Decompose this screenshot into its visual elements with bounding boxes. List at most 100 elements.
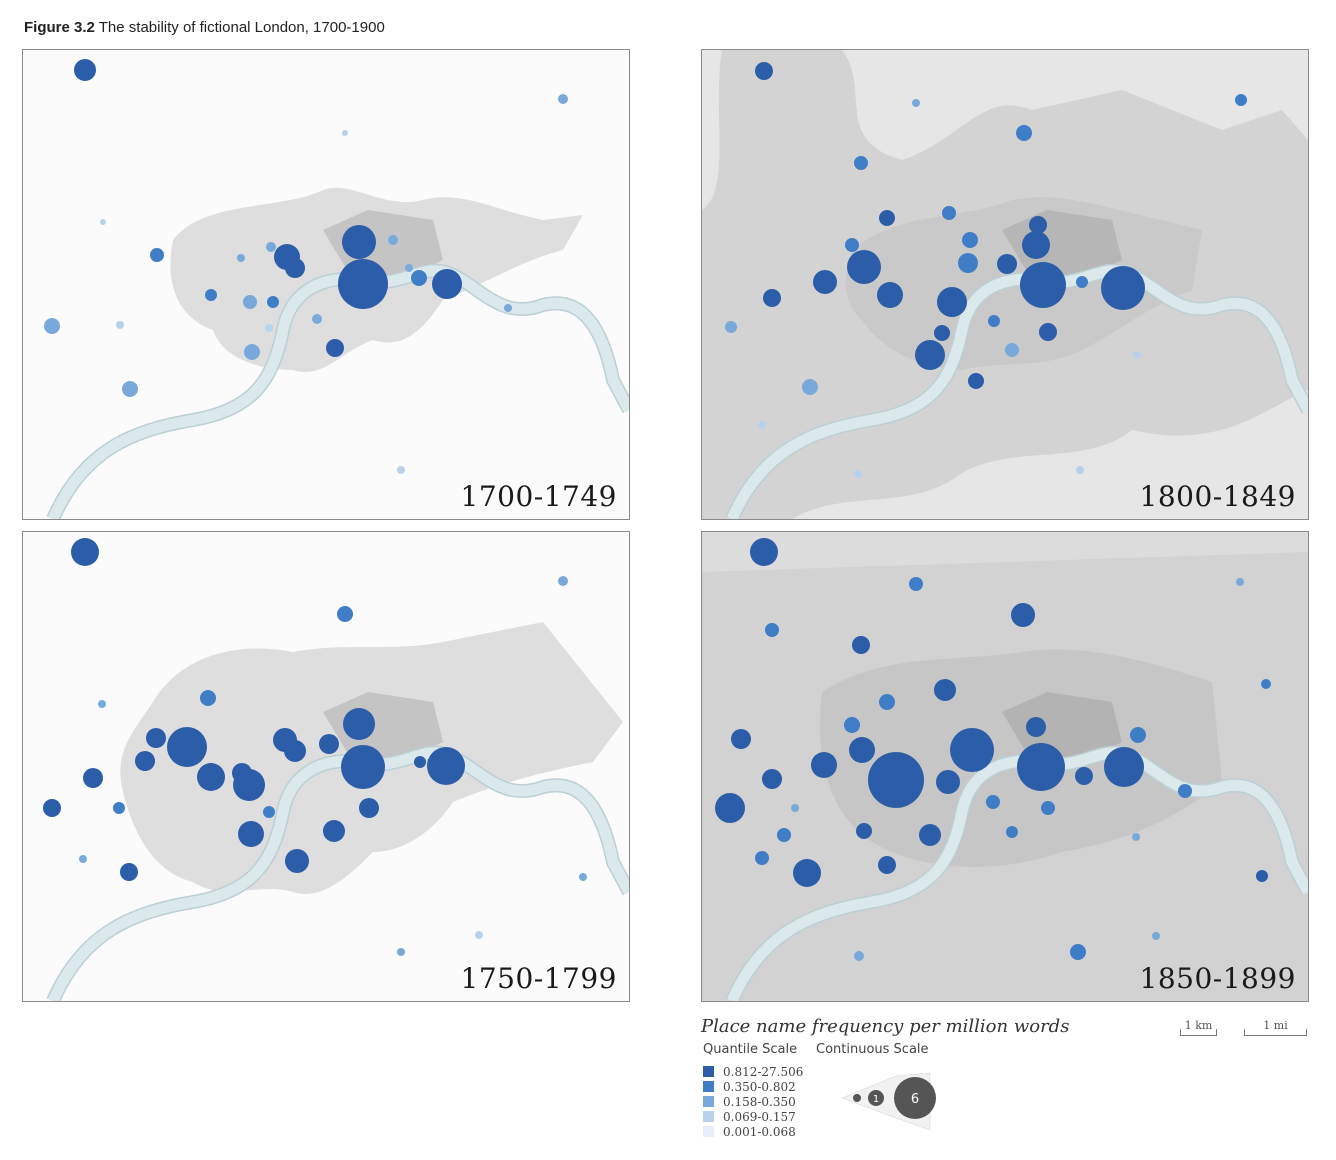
place-marker xyxy=(988,315,1000,327)
place-marker xyxy=(71,538,99,566)
quantile-swatch xyxy=(703,1066,714,1077)
place-marker xyxy=(323,820,345,842)
place-marker xyxy=(1104,747,1144,787)
place-marker xyxy=(312,314,322,324)
period-label: 1800-1849 xyxy=(1139,480,1296,513)
period-label: 1700-1749 xyxy=(460,480,617,513)
quantile-item: 0.001-0.068 xyxy=(703,1124,803,1139)
place-marker xyxy=(232,763,252,783)
place-marker xyxy=(854,951,864,961)
place-marker xyxy=(343,708,375,740)
place-marker xyxy=(1022,231,1050,259)
place-marker xyxy=(432,269,462,299)
quantile-legend: 0.812-27.506 0.350-0.802 0.158-0.350 0.0… xyxy=(703,1064,803,1139)
place-marker xyxy=(285,258,305,278)
place-marker xyxy=(116,321,124,329)
map-1850-1899 xyxy=(702,532,1308,1001)
place-marker xyxy=(1026,717,1046,737)
place-marker xyxy=(755,851,769,865)
quantile-label: 0.350-0.802 xyxy=(723,1079,796,1094)
place-markers xyxy=(43,538,587,956)
place-marker xyxy=(397,466,405,474)
place-marker xyxy=(197,763,225,791)
place-marker xyxy=(74,59,96,81)
place-marker xyxy=(811,752,837,778)
place-marker xyxy=(1075,767,1093,785)
map-panel-1750-1799: 1750-1799 xyxy=(22,531,630,1002)
place-marker xyxy=(167,727,207,767)
place-marker xyxy=(238,821,264,847)
place-marker xyxy=(912,99,920,107)
place-marker xyxy=(847,250,881,284)
place-marker xyxy=(1152,932,1160,940)
place-marker xyxy=(950,728,994,772)
place-marker xyxy=(100,219,106,225)
place-marker xyxy=(802,379,818,395)
place-marker xyxy=(388,235,398,245)
place-marker xyxy=(135,751,155,771)
place-marker xyxy=(1236,578,1244,586)
place-marker xyxy=(1070,944,1086,960)
place-marker xyxy=(1178,784,1192,798)
continuous-scale-graphic: 1 6 xyxy=(841,1072,936,1131)
place-marker xyxy=(337,606,353,622)
place-marker xyxy=(942,206,956,220)
place-marker xyxy=(1076,276,1088,288)
place-marker xyxy=(266,242,276,252)
place-marker xyxy=(579,873,587,881)
place-marker xyxy=(285,849,309,873)
continuous-legend: 1 6 xyxy=(840,1068,950,1143)
place-marker xyxy=(98,700,106,708)
place-marker xyxy=(934,679,956,701)
place-marker xyxy=(1041,801,1055,815)
scale-km-bar xyxy=(1180,1029,1217,1036)
quantile-swatch xyxy=(703,1126,714,1137)
place-marker xyxy=(414,756,426,768)
quantile-item: 0.158-0.350 xyxy=(703,1094,803,1109)
place-marker xyxy=(878,856,896,874)
place-marker xyxy=(844,717,860,733)
place-marker xyxy=(879,210,895,226)
place-marker xyxy=(200,690,216,706)
place-marker xyxy=(750,538,778,566)
place-marker xyxy=(791,804,799,812)
place-marker xyxy=(267,296,279,308)
place-marker xyxy=(341,745,385,789)
place-marker xyxy=(338,259,388,309)
place-marker xyxy=(777,828,791,842)
place-markers xyxy=(715,538,1271,961)
map-1800-1849 xyxy=(702,50,1308,519)
place-marker xyxy=(852,636,870,654)
place-marker xyxy=(934,325,950,341)
place-marker xyxy=(715,793,745,823)
place-marker xyxy=(1016,125,1032,141)
place-marker xyxy=(915,340,945,370)
quantile-label: 0.812-27.506 xyxy=(723,1064,804,1079)
place-marker xyxy=(997,254,1017,274)
map-1700-1749 xyxy=(44,59,629,519)
place-marker xyxy=(854,470,862,478)
quantile-swatch xyxy=(703,1111,714,1122)
period-label: 1750-1799 xyxy=(460,962,617,995)
place-marker xyxy=(725,321,737,333)
place-marker xyxy=(968,373,984,389)
quantile-label: 0.069-0.157 xyxy=(723,1109,796,1124)
place-marker xyxy=(1261,679,1271,689)
place-marker xyxy=(342,130,348,136)
place-marker xyxy=(1132,833,1140,841)
place-marker xyxy=(263,806,275,818)
period-label: 1850-1899 xyxy=(1139,962,1296,995)
city-of-london xyxy=(1002,692,1122,762)
place-marker xyxy=(243,295,257,309)
place-marker xyxy=(1011,603,1035,627)
scale-dot-1-label: 1 xyxy=(873,1094,879,1105)
place-marker xyxy=(342,225,376,259)
quantile-label: 0.001-0.068 xyxy=(723,1124,796,1139)
place-marker xyxy=(1029,216,1047,234)
map-1750-1799 xyxy=(43,538,629,1001)
place-marker xyxy=(793,859,821,887)
place-marker xyxy=(237,254,245,262)
place-marker xyxy=(731,729,751,749)
place-marker xyxy=(205,289,217,301)
place-marker xyxy=(758,421,766,429)
